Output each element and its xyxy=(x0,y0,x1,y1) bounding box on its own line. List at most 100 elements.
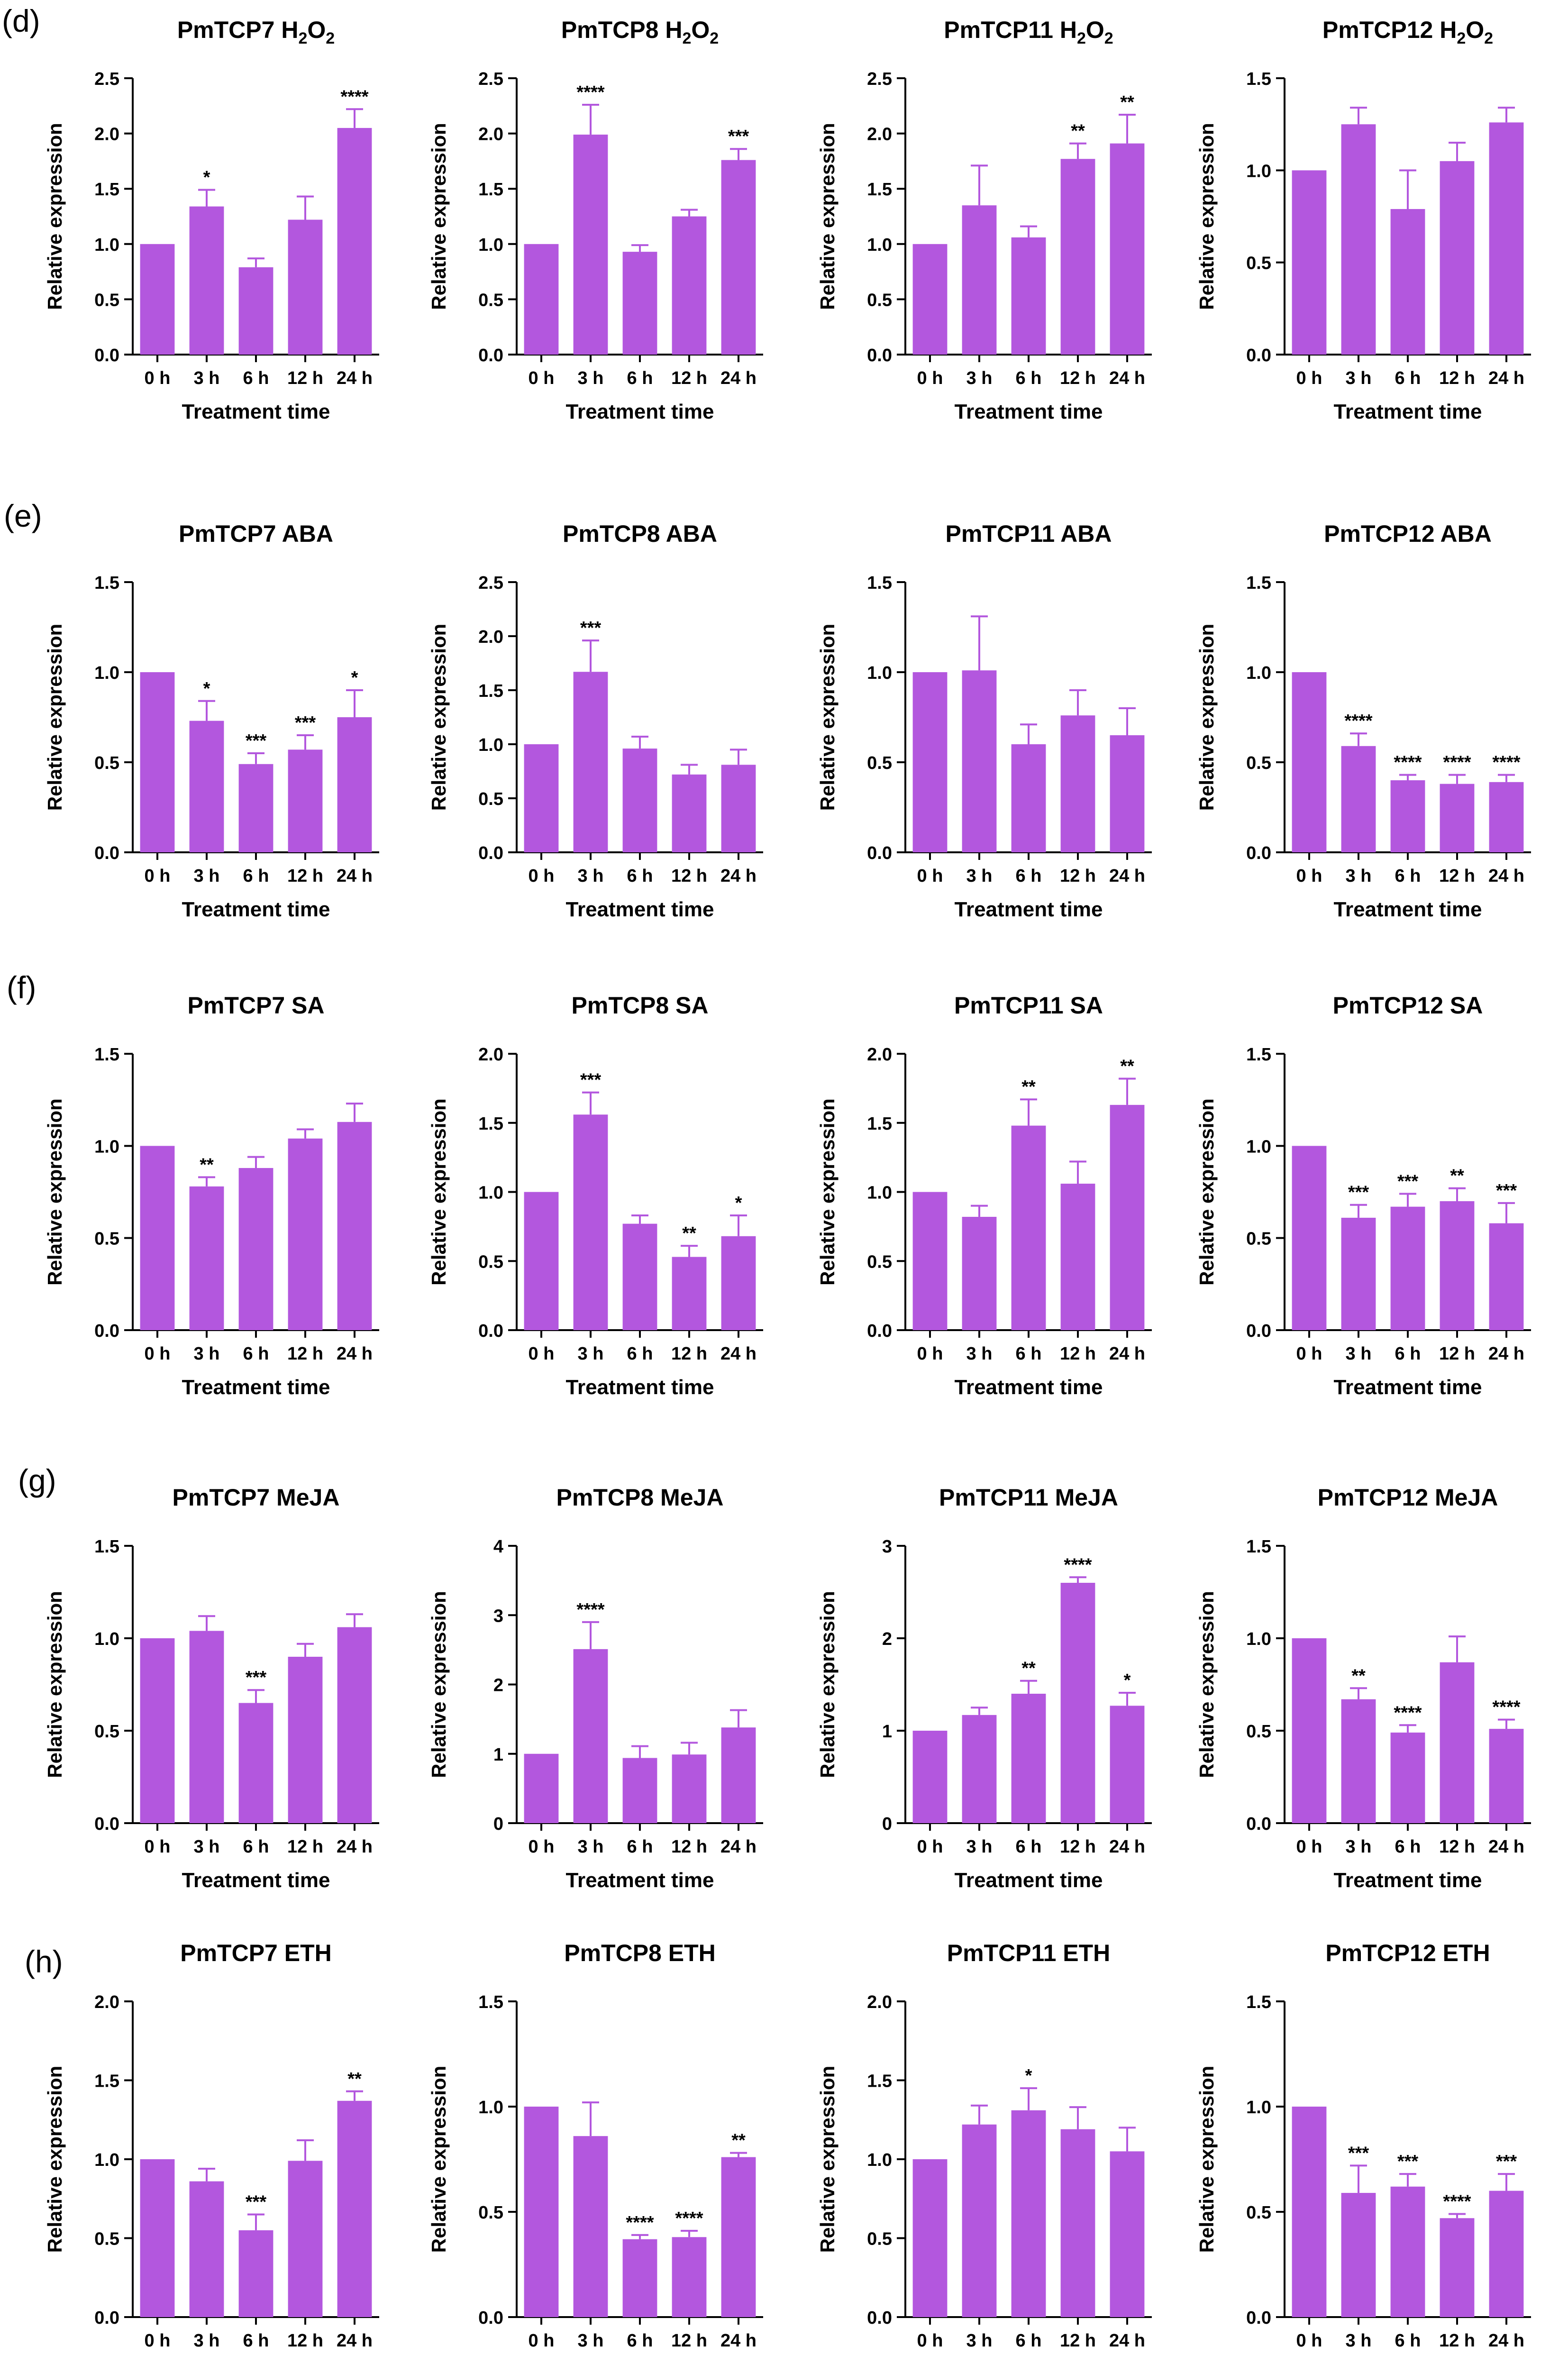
chart-16-bar xyxy=(189,2181,224,2317)
chart-11-ylabel: Relative expression xyxy=(1195,1098,1218,1286)
chart-13-bar xyxy=(672,1754,707,1823)
chart-17-title: PmTCP8 ETH xyxy=(564,1940,716,1966)
chart-7-bar xyxy=(1341,746,1376,852)
chart-13-x-tick-label: 6 h xyxy=(627,1837,653,1857)
chart-3-bar xyxy=(1489,122,1524,355)
chart-13-x-tick-label: 0 h xyxy=(529,1837,555,1857)
chart-9-ylabel: Relative expression xyxy=(428,1098,450,1286)
chart-7-x-tick-label: 6 h xyxy=(1395,866,1421,886)
chart-17-bar xyxy=(721,2157,756,2317)
chart-8-x-tick-label: 3 h xyxy=(194,1344,220,1364)
chart-4-x-tick-label: 0 h xyxy=(145,866,171,886)
chart-9-bar xyxy=(721,1236,756,1330)
chart-1-bar xyxy=(622,252,657,355)
chart-19-bar xyxy=(1440,2218,1475,2317)
chart-11-significance: *** xyxy=(1496,1181,1517,1201)
chart-6-bar xyxy=(912,672,948,852)
chart-7-bar xyxy=(1292,672,1327,852)
chart-15-ylabel: Relative expression xyxy=(1195,1591,1218,1778)
chart-0-xlabel: Treatment time xyxy=(182,400,330,423)
chart-9-bar xyxy=(672,1257,707,1330)
chart-2-bar xyxy=(1110,143,1145,355)
chart-5-xlabel: Treatment time xyxy=(566,898,714,921)
chart-6-y-tick-label: 1.5 xyxy=(867,573,892,593)
chart-14-bar xyxy=(912,1731,948,1823)
chart-12-y-tick-label: 0.5 xyxy=(94,1722,119,1742)
chart-7-bar xyxy=(1390,780,1425,852)
chart-11-significance: ** xyxy=(1450,1166,1464,1186)
chart-14-bar xyxy=(1011,1694,1046,1823)
chart-2-y-tick-label: 2.5 xyxy=(867,69,892,89)
chart-6-ylabel: Relative expression xyxy=(816,624,839,811)
chart-2-x-tick-label: 0 h xyxy=(917,368,943,388)
chart-11-xlabel: Treatment time xyxy=(1334,1376,1482,1399)
chart-16-x-tick-label: 6 h xyxy=(243,2331,269,2351)
chart-0-bar xyxy=(189,206,224,355)
chart-10-x-tick-label: 3 h xyxy=(966,1344,993,1364)
chart-4-significance: *** xyxy=(246,731,267,751)
chart-15-bar xyxy=(1292,1638,1327,1823)
chart-5-y-tick-label: 0.0 xyxy=(478,843,503,863)
chart-4-significance: * xyxy=(351,668,358,688)
chart-8-y-tick-label: 0.5 xyxy=(94,1229,119,1249)
chart-10-bar xyxy=(1011,1125,1046,1330)
chart-10-y-tick-label: 2.0 xyxy=(867,1045,892,1065)
chart-8-xlabel: Treatment time xyxy=(182,1376,330,1399)
chart-19-x-tick-label: 24 h xyxy=(1488,2331,1524,2351)
chart-3-bar xyxy=(1390,209,1425,355)
chart-17-y-tick-label: 0.0 xyxy=(478,2308,503,2328)
chart-2-y-tick-label: 1.0 xyxy=(867,235,892,255)
chart-15-y-tick-label: 1.0 xyxy=(1246,1629,1271,1649)
chart-8-y-tick-label: 1.5 xyxy=(94,1045,119,1065)
chart-0-x-tick-label: 3 h xyxy=(194,368,220,388)
chart-11-significance: *** xyxy=(1348,1183,1369,1203)
chart-18-ylabel: Relative expression xyxy=(816,2066,839,2253)
chart-16-y-tick-label: 0.5 xyxy=(94,2229,119,2249)
chart-14-bar xyxy=(1060,1583,1095,1823)
chart-6-x-tick-label: 6 h xyxy=(1016,866,1042,886)
chart-4-title: PmTCP7 ABA xyxy=(179,520,333,547)
chart-18-x-tick-label: 12 h xyxy=(1060,2331,1096,2351)
chart-16-y-tick-label: 0.0 xyxy=(94,2308,119,2328)
chart-7-significance: **** xyxy=(1394,753,1422,773)
chart-8-significance: ** xyxy=(200,1155,214,1175)
chart-5-ylabel: Relative expression xyxy=(428,624,450,811)
chart-18-y-tick-label: 2.0 xyxy=(867,1992,892,2012)
chart-12-x-tick-label: 6 h xyxy=(243,1837,269,1857)
chart-6-bar xyxy=(1110,735,1145,852)
chart-7-y-tick-label: 0.0 xyxy=(1246,843,1271,863)
chart-0-bar xyxy=(288,219,323,355)
chart-4-x-tick-label: 24 h xyxy=(337,866,373,886)
chart-12-title: PmTCP7 MeJA xyxy=(173,1484,340,1511)
row-label-e: (e) xyxy=(4,498,42,533)
chart-5-title: PmTCP8 ABA xyxy=(563,520,717,547)
chart-19-y-tick-label: 0.0 xyxy=(1246,2308,1271,2328)
chart-0-ylabel: Relative expression xyxy=(44,123,66,310)
chart-7-significance: **** xyxy=(1344,711,1372,731)
chart-1-x-tick-label: 6 h xyxy=(627,368,653,388)
chart-16-x-tick-label: 3 h xyxy=(194,2331,220,2351)
chart-2-significance: ** xyxy=(1120,92,1134,112)
chart-11-title: PmTCP12 SA xyxy=(1333,992,1483,1019)
chart-15-significance: **** xyxy=(1492,1698,1520,1717)
chart-1-title: PmTCP8 H2O2 xyxy=(561,17,719,47)
chart-5-significance: *** xyxy=(580,618,602,638)
chart-1-x-tick-label: 3 h xyxy=(578,368,604,388)
chart-16-title: PmTCP7 ETH xyxy=(180,1940,332,1966)
chart-4-bar xyxy=(140,672,175,852)
chart-3-bar xyxy=(1292,170,1327,355)
chart-17-x-tick-label: 24 h xyxy=(720,2331,757,2351)
chart-19-x-tick-label: 6 h xyxy=(1395,2331,1421,2351)
chart-0-y-tick-label: 1.0 xyxy=(94,235,119,255)
chart-4-x-tick-label: 6 h xyxy=(243,866,269,886)
chart-9-bar xyxy=(524,1192,559,1330)
chart-11-y-tick-label: 1.5 xyxy=(1246,1045,1271,1065)
chart-11-bar xyxy=(1440,1201,1475,1330)
chart-11-x-tick-label: 24 h xyxy=(1488,1344,1524,1364)
chart-13-bar xyxy=(721,1727,756,1823)
chart-18-x-tick-label: 3 h xyxy=(966,2331,993,2351)
chart-14-x-tick-label: 12 h xyxy=(1060,1837,1096,1857)
chart-15-significance: **** xyxy=(1394,1703,1422,1723)
chart-0-bar xyxy=(140,244,175,355)
chart-14-xlabel: Treatment time xyxy=(955,1869,1103,1892)
